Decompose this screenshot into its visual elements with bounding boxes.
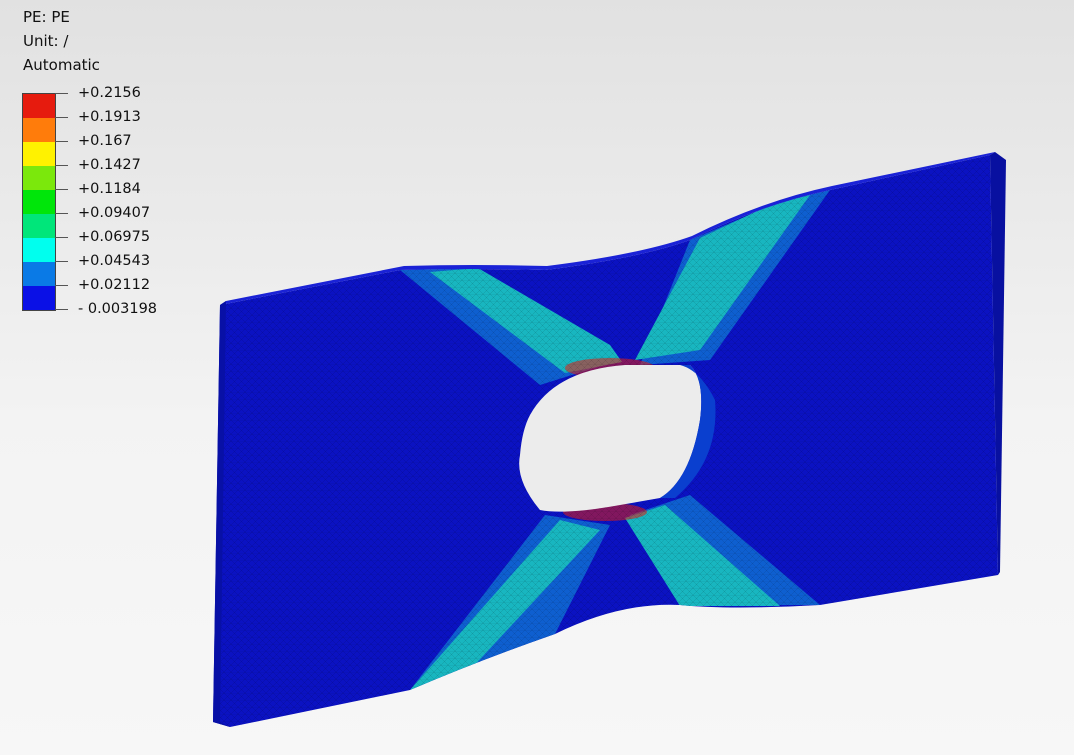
plate-left-edge (213, 301, 230, 727)
hole-inner-wall (660, 365, 716, 498)
center-hole (519, 365, 702, 512)
legend-title: PE: PE (23, 8, 70, 26)
legend-swatch (23, 166, 55, 190)
legend-label: +0.09407 (78, 205, 151, 221)
legend-tick (55, 189, 68, 190)
legend-label: +0.167 (78, 133, 132, 149)
legend-swatch (23, 142, 55, 166)
legend-tick (55, 165, 68, 166)
legend-tick (55, 141, 68, 142)
legend-label: +0.2156 (78, 85, 141, 101)
legend-label: +0.1184 (78, 181, 141, 197)
legend-swatch (23, 118, 55, 142)
legend-tick (55, 213, 68, 214)
legend-label: - 0.003198 (78, 301, 158, 317)
legend-label: +0.1427 (78, 157, 141, 173)
plate-top-edge (220, 152, 995, 305)
legend-tick (55, 285, 68, 286)
legend-swatch (23, 190, 55, 214)
legend-swatch (23, 94, 55, 118)
legend-tick (55, 237, 68, 238)
legend-label: +0.04543 (78, 253, 151, 269)
legend-swatch (23, 286, 55, 310)
legend-swatch (23, 214, 55, 238)
legend-tick (55, 117, 68, 118)
legend-tick (55, 261, 68, 262)
legend-swatch (23, 262, 55, 286)
legend-unit: Unit: / (23, 32, 69, 50)
legend-label: +0.02112 (78, 277, 151, 293)
legend-tick (55, 309, 68, 310)
legend-label: +0.06975 (78, 229, 151, 245)
legend-swatch (23, 238, 55, 262)
plate-right-edge (990, 152, 1006, 575)
legend-tick (55, 93, 68, 94)
legend-mode: Automatic (23, 56, 100, 74)
color-legend-bar (22, 93, 56, 311)
legend-label: +0.1913 (78, 109, 141, 125)
